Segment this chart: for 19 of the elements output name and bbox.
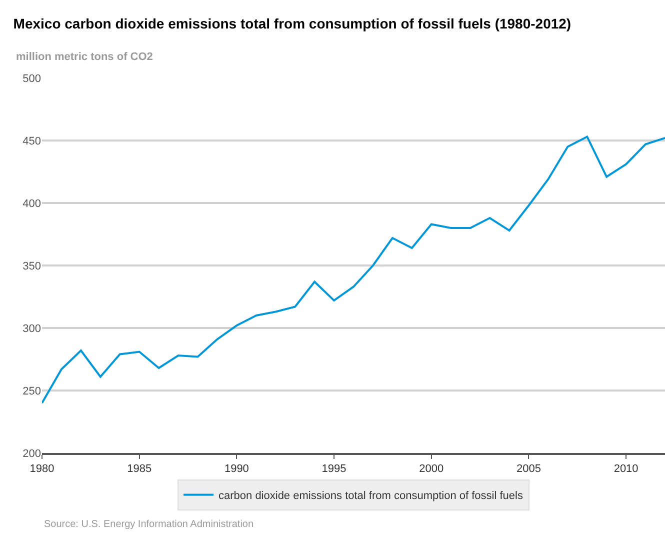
x-tick-label: 1990 — [224, 463, 249, 476]
source-note: Source: U.S. Energy Information Administration — [44, 519, 254, 530]
x-tick-label: 1985 — [127, 463, 152, 476]
legend-label: carbon dioxide emissions total from consumption of fossil fuels — [218, 490, 524, 502]
line-series — [42, 136, 665, 404]
y-tick-label: 250 — [22, 385, 41, 398]
y-tick-label: 200 — [22, 448, 41, 460]
x-tick-label: 1980 — [30, 463, 54, 476]
x-tick-label: 2010 — [614, 463, 638, 476]
y-tick-label: 400 — [22, 198, 41, 210]
y-tick-label: 450 — [22, 135, 41, 148]
chart-title: Mexico carbon dioxide emissions total from consumption of fossil fuels (1980-2012) — [13, 15, 572, 32]
x-tick-label: 2000 — [419, 463, 444, 476]
y-tick-label: 300 — [22, 322, 41, 335]
y-tick-label: 350 — [22, 260, 41, 272]
y-axis-title: million metric tons of CO2 — [16, 51, 153, 63]
y-tick-label: 500 — [22, 72, 41, 85]
x-tick-label: 1995 — [322, 463, 346, 476]
x-tick-label: 2005 — [516, 463, 541, 476]
